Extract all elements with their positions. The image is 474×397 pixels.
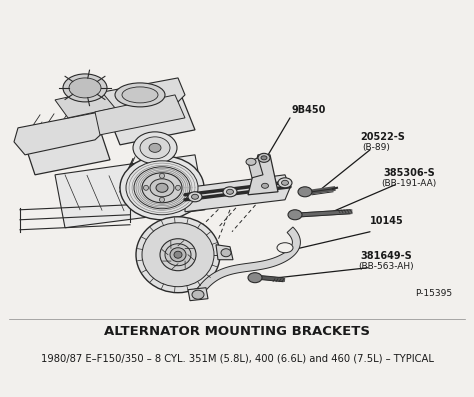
Ellipse shape [261, 156, 267, 160]
Ellipse shape [248, 273, 262, 283]
Ellipse shape [282, 180, 289, 185]
Polygon shape [55, 155, 205, 228]
Polygon shape [185, 175, 290, 212]
Text: 385306-S: 385306-S [383, 168, 435, 178]
Text: (B-89): (B-89) [362, 143, 390, 152]
Ellipse shape [246, 158, 256, 165]
Text: ALTERNATOR MOUNTING BRACKETS: ALTERNATOR MOUNTING BRACKETS [104, 325, 370, 338]
Text: 20522-S: 20522-S [360, 132, 405, 142]
Ellipse shape [278, 178, 292, 188]
Ellipse shape [258, 153, 270, 162]
Ellipse shape [126, 161, 198, 215]
Ellipse shape [149, 143, 161, 152]
Circle shape [159, 173, 164, 178]
Circle shape [144, 185, 148, 190]
Ellipse shape [160, 239, 196, 271]
Ellipse shape [191, 194, 199, 199]
Polygon shape [55, 90, 115, 118]
Ellipse shape [298, 187, 312, 197]
Circle shape [159, 197, 164, 202]
Ellipse shape [262, 183, 268, 188]
Ellipse shape [122, 87, 158, 103]
Ellipse shape [120, 156, 204, 220]
Ellipse shape [142, 173, 182, 203]
Ellipse shape [192, 290, 204, 299]
Ellipse shape [69, 78, 101, 98]
Text: 10145: 10145 [370, 216, 404, 226]
Ellipse shape [258, 181, 272, 191]
Ellipse shape [174, 251, 182, 258]
Ellipse shape [223, 187, 237, 197]
Text: (BB-563-AH): (BB-563-AH) [358, 262, 414, 271]
Circle shape [175, 185, 181, 190]
Polygon shape [14, 112, 108, 155]
Text: 381649-S: 381649-S [360, 251, 412, 261]
Polygon shape [95, 78, 185, 122]
Ellipse shape [221, 249, 231, 257]
Ellipse shape [142, 223, 214, 287]
Ellipse shape [156, 183, 168, 192]
Polygon shape [100, 80, 195, 145]
Ellipse shape [63, 74, 107, 102]
Text: 9B450: 9B450 [292, 105, 327, 115]
Ellipse shape [150, 179, 174, 197]
Polygon shape [216, 245, 233, 260]
Ellipse shape [133, 132, 177, 164]
Ellipse shape [134, 167, 190, 209]
Ellipse shape [140, 137, 170, 159]
Polygon shape [248, 158, 263, 178]
Ellipse shape [188, 192, 202, 202]
Text: (BB-191-AA): (BB-191-AA) [381, 179, 436, 188]
Polygon shape [95, 95, 185, 135]
Ellipse shape [165, 244, 191, 266]
Polygon shape [20, 115, 110, 175]
Text: P-15395: P-15395 [415, 289, 452, 298]
Polygon shape [195, 227, 301, 297]
Ellipse shape [288, 210, 302, 220]
Polygon shape [188, 288, 208, 301]
Ellipse shape [115, 83, 165, 107]
Ellipse shape [227, 189, 234, 194]
Ellipse shape [170, 248, 186, 262]
Ellipse shape [136, 217, 220, 293]
Polygon shape [248, 155, 278, 195]
Text: 1980/87 E–F150/350 – 8 CYL. 351M (5.8L), 400 (6.6L) and 460 (7.5L) – TYPICAL: 1980/87 E–F150/350 – 8 CYL. 351M (5.8L),… [41, 354, 433, 364]
Ellipse shape [277, 243, 293, 253]
